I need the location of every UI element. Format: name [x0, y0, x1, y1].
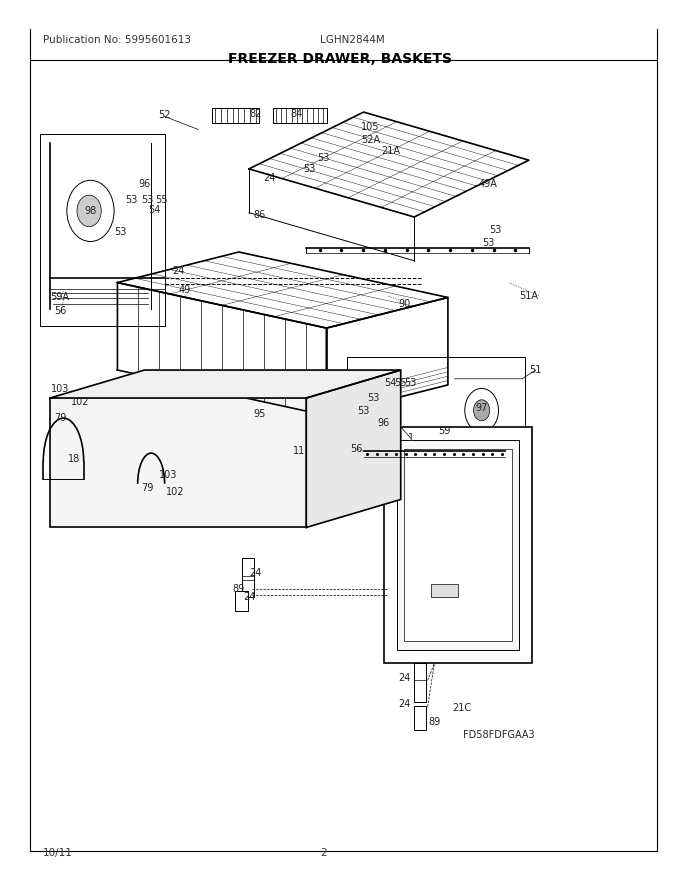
Text: 105: 105 [361, 122, 379, 132]
Polygon shape [50, 370, 401, 398]
Text: 53: 53 [317, 152, 329, 163]
FancyBboxPatch shape [384, 427, 532, 663]
Text: 79: 79 [141, 483, 154, 493]
FancyBboxPatch shape [414, 706, 426, 730]
Text: 53: 53 [115, 227, 127, 237]
Text: 96: 96 [138, 179, 150, 189]
FancyBboxPatch shape [397, 440, 519, 649]
Text: 86: 86 [253, 210, 265, 220]
Text: 55: 55 [394, 378, 407, 388]
Text: 51A: 51A [520, 290, 539, 301]
FancyBboxPatch shape [40, 134, 165, 326]
Text: 79: 79 [54, 413, 66, 423]
FancyBboxPatch shape [431, 584, 458, 598]
Text: 59: 59 [439, 426, 451, 436]
Text: 21C: 21C [452, 703, 471, 714]
Text: 24: 24 [243, 592, 255, 603]
Text: 102: 102 [71, 398, 90, 407]
Text: 24: 24 [172, 267, 184, 276]
FancyBboxPatch shape [414, 663, 426, 702]
FancyBboxPatch shape [50, 398, 306, 527]
FancyBboxPatch shape [242, 558, 254, 598]
Text: 53: 53 [482, 238, 494, 248]
Text: 1: 1 [408, 433, 414, 444]
Text: 54: 54 [148, 205, 160, 215]
Text: 24: 24 [250, 568, 262, 578]
Text: 11: 11 [293, 446, 305, 457]
Text: 59A: 59A [50, 291, 69, 302]
Text: 49A: 49A [479, 179, 498, 189]
Text: 103: 103 [51, 385, 69, 394]
Text: 53: 53 [405, 378, 417, 388]
FancyBboxPatch shape [212, 107, 259, 123]
Text: FREEZER DRAWER, BASKETS: FREEZER DRAWER, BASKETS [228, 52, 452, 66]
Text: 96: 96 [377, 417, 390, 428]
Text: 102: 102 [165, 488, 184, 497]
Text: 89: 89 [428, 716, 441, 727]
Text: 56: 56 [351, 444, 363, 454]
Text: 2: 2 [320, 848, 326, 858]
Text: FD58FDFGAA3: FD58FDFGAA3 [462, 730, 534, 740]
Text: 90: 90 [398, 299, 410, 310]
Text: Publication No: 5995601613: Publication No: 5995601613 [44, 35, 191, 45]
Text: 51: 51 [530, 365, 542, 375]
Circle shape [362, 407, 373, 421]
Text: 84: 84 [290, 109, 303, 119]
Text: 54: 54 [384, 378, 396, 388]
Text: 18: 18 [67, 454, 80, 465]
Text: 52A: 52A [361, 135, 380, 145]
Text: 24: 24 [398, 673, 410, 683]
Text: 53: 53 [141, 194, 154, 204]
Text: 10/11: 10/11 [44, 848, 73, 858]
Polygon shape [306, 370, 401, 527]
Text: 52: 52 [158, 110, 171, 120]
Text: 53: 53 [367, 393, 380, 403]
FancyBboxPatch shape [273, 107, 326, 123]
Text: LGHN2844M: LGHN2844M [320, 35, 384, 45]
FancyBboxPatch shape [235, 591, 248, 611]
Text: 53: 53 [124, 194, 137, 204]
Text: 49: 49 [179, 284, 191, 295]
Circle shape [365, 389, 376, 403]
FancyBboxPatch shape [404, 449, 512, 642]
Text: 24: 24 [398, 699, 410, 709]
Text: 103: 103 [159, 470, 177, 480]
Text: 56: 56 [54, 305, 66, 316]
FancyBboxPatch shape [347, 357, 526, 480]
Text: 24: 24 [263, 172, 275, 183]
Text: 82: 82 [250, 109, 262, 119]
Circle shape [379, 376, 389, 390]
Text: 53: 53 [489, 225, 501, 235]
Text: 98: 98 [84, 206, 97, 216]
Text: 21A: 21A [381, 146, 400, 157]
Circle shape [473, 400, 490, 421]
Text: 53: 53 [358, 407, 370, 416]
Text: 89: 89 [233, 583, 245, 594]
Text: 53: 53 [303, 164, 316, 174]
Text: 95: 95 [253, 409, 265, 419]
Circle shape [77, 195, 101, 227]
Text: 97: 97 [475, 403, 488, 413]
Text: 55: 55 [155, 194, 167, 204]
